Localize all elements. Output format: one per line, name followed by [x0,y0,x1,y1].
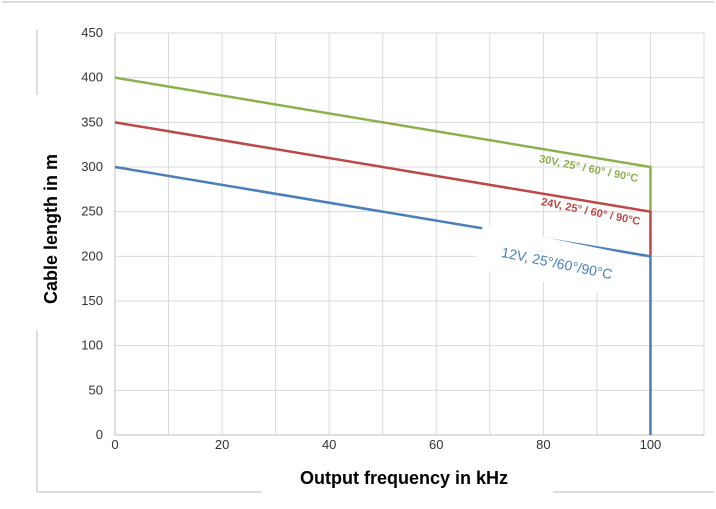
tick-labels: 0 50 100 150 200 250 300 350 400 450 0 20 40 60 80 100 [81,25,661,452]
series-label-12v-background [474,224,638,300]
y-tick-label-450: 450 [81,25,103,40]
x-tick-label-80: 80 [536,437,550,452]
x-tick-label-60: 60 [429,437,443,452]
series-line-1 [114,121,652,257]
y-tick-label-50: 50 [89,382,103,397]
x-tick-label-20: 20 [215,437,229,452]
y-tick-label-0: 0 [96,427,103,442]
series-line-0 [114,76,652,212]
y-tick-label-350: 350 [81,114,103,129]
x-tick-label-100: 100 [640,437,662,452]
y-tick-label-250: 250 [81,204,103,219]
series-line-2 [114,165,652,435]
y-tick-label-100: 100 [81,338,103,353]
y-tick-label-400: 400 [81,70,103,85]
x-tick-label-40: 40 [322,437,336,452]
y-tick-label-150: 150 [81,293,103,308]
y-tick-label-200: 200 [81,248,103,263]
x-tick-label-0: 0 [111,437,118,452]
series-lines [114,76,652,435]
y-axis-title: Cable length in m [41,154,61,304]
y-tick-label-300: 300 [81,159,103,174]
x-axis-title: Output frequency in kHz [300,468,508,488]
